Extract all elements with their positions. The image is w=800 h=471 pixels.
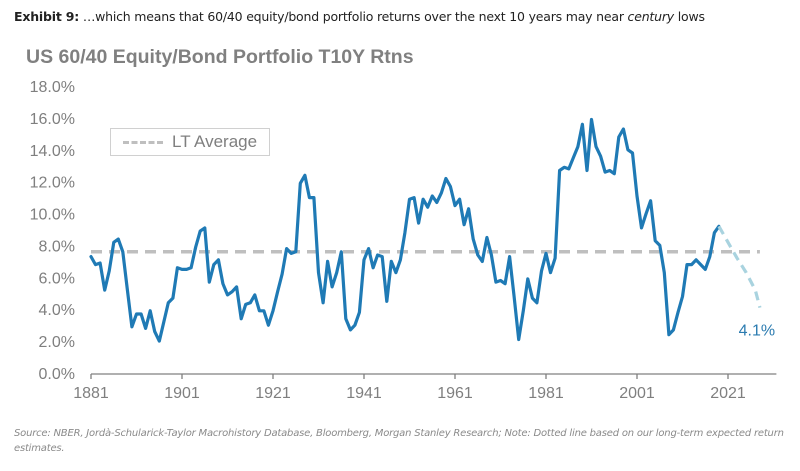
source-note: Source: NBER, Jordà-Schularick-Taylor Ma… xyxy=(14,428,784,454)
exhibit-text-italic: century xyxy=(627,9,675,24)
chart-title: US 60/40 Equity/Bond Portfolio T10Y Rtns xyxy=(26,46,414,68)
y-tick-label: 14.0% xyxy=(30,143,75,160)
returns-line xyxy=(89,117,721,343)
exhibit-text: …which means that 60/40 equity/bond port… xyxy=(79,9,628,24)
x-tick-label: 2001 xyxy=(619,385,655,402)
legend: LT Average xyxy=(110,128,270,156)
x-tick-label: 2021 xyxy=(710,385,746,402)
forecast-annotation: 4.1% xyxy=(739,323,775,340)
x-tick-label: 1881 xyxy=(73,385,109,402)
x-tick-label: 1981 xyxy=(528,385,564,402)
x-tick-label: 1941 xyxy=(346,385,382,402)
x-tick-label: 1961 xyxy=(437,385,473,402)
exhibit-text-end: lows xyxy=(673,9,705,24)
y-tick-label: 16.0% xyxy=(30,111,75,128)
y-tick-label: 8.0% xyxy=(39,238,75,255)
y-tick-label: 0.0% xyxy=(39,366,75,383)
y-axis: 0.0% 2.0% 4.0% 6.0% 8.0% 10.0% 12.0% 14.0% 16.0%… xyxy=(30,79,75,383)
y-tick-label: 6.0% xyxy=(39,270,75,287)
y-tick-label: 2.0% xyxy=(39,334,75,351)
y-tick-label: 10.0% xyxy=(30,207,75,224)
y-tick-label: 18.0% xyxy=(30,79,75,96)
line-chart: 0.0% 2.0% 4.0% 6.0% 8.0% 10.0% 12.0% 14.0% 16.0%… xyxy=(30,79,777,402)
annotation-layer: 4.1% xyxy=(739,323,775,340)
legend-swatch-lt-average xyxy=(123,140,163,144)
y-tick-label: 12.0% xyxy=(30,175,75,192)
y-tick-label: 4.0% xyxy=(39,302,75,319)
x-axis: 1881 1901 1921 1941 1961 1981 2001 2021 xyxy=(73,373,777,402)
x-tick-label: 1901 xyxy=(164,385,200,402)
forecast-line xyxy=(717,225,762,309)
x-tick-label: 1921 xyxy=(255,385,291,402)
exhibit-caption: Exhibit 9: …which means that 60/40 equit… xyxy=(14,9,705,24)
exhibit-label: Exhibit 9: xyxy=(14,9,80,24)
series-layer xyxy=(89,117,762,343)
legend-label-lt-average: LT Average xyxy=(172,132,258,151)
